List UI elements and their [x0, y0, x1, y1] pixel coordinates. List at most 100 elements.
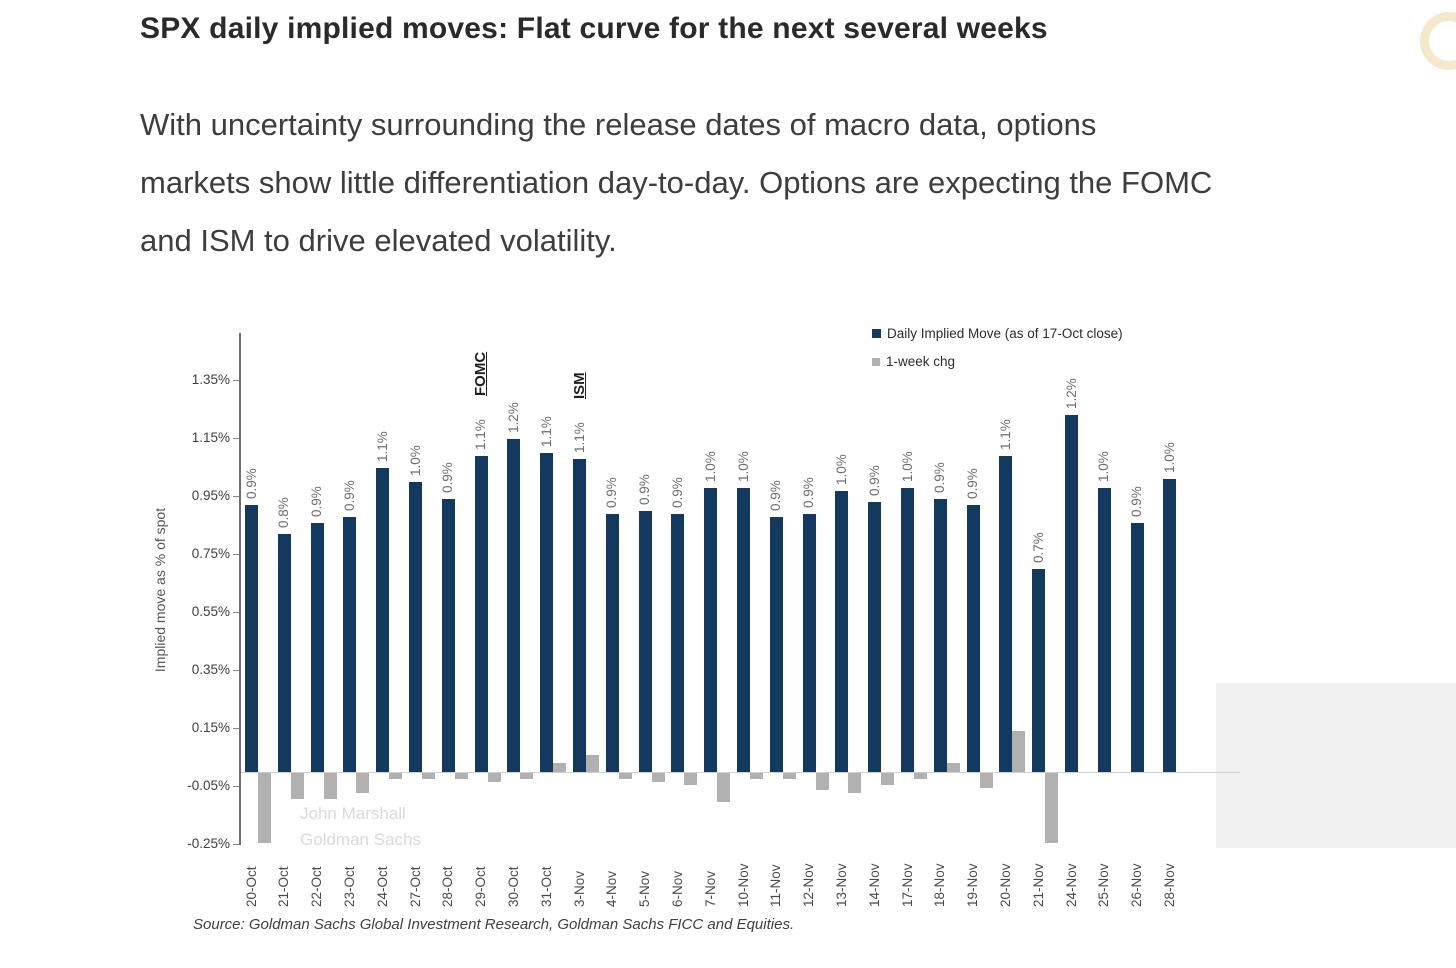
legend-swatch-gray: [872, 357, 880, 366]
x-tick-label: 30-Oct: [505, 866, 521, 907]
source-note: Source: Goldman Sachs Global Investment …: [193, 916, 795, 933]
bar-value-label: 1.1%: [374, 430, 390, 462]
x-tick-label: 23-Oct: [341, 866, 357, 907]
x-tick-label: 27-Oct: [407, 866, 423, 907]
x-tick-label: 11-Nov: [768, 864, 784, 907]
bar-value-label: 0.9%: [637, 474, 653, 505]
bar-1-week-chg: [946, 763, 960, 772]
legend-item-1-week-chg: 1-week chg: [872, 354, 1123, 369]
bar-value-label: 0.9%: [965, 468, 981, 500]
bar-1-week-chg: [618, 773, 632, 779]
x-tick-label: 6-Nov: [669, 870, 685, 907]
bar-daily-implied-move: [409, 482, 422, 772]
bar-daily-implied-move: [343, 516, 357, 772]
bar-1-week-chg: [782, 773, 796, 779]
bar-daily-implied-move: [802, 513, 816, 772]
bar-value-label: 0.9%: [309, 485, 325, 517]
bar-daily-implied-move: [245, 505, 258, 772]
bar-1-week-chg: [881, 773, 895, 785]
bar-value-label: 0.9%: [801, 477, 817, 508]
bar-1-week-chg: [389, 773, 403, 779]
annotation-ism-label: ISM: [570, 372, 588, 399]
bar-value-label: 1.0%: [1161, 442, 1177, 474]
x-tick-label: 25-Nov: [1096, 863, 1112, 907]
bar-1-week-chg: [454, 773, 468, 779]
bar-value-label: 1.2%: [505, 401, 521, 433]
bar-daily-implied-move: [1130, 522, 1144, 772]
bar-1-week-chg: [651, 773, 665, 782]
bar-value-label: 1.1%: [571, 422, 587, 453]
bar-1-week-chg: [258, 773, 271, 843]
bar-value-label: 1.0%: [702, 451, 718, 482]
bar-1-week-chg: [487, 773, 501, 782]
bar-daily-implied-move: [671, 513, 685, 772]
bar-daily-implied-move: [901, 487, 914, 772]
bar-value-label: 0.9%: [768, 480, 784, 511]
bar-daily-implied-move: [966, 505, 980, 772]
y-axis-tick: [233, 786, 241, 787]
y-tick-label: 0.55%: [191, 603, 230, 619]
bar-value-label: 0.9%: [1129, 485, 1145, 517]
watermark: John Marshall Goldman Sachs: [300, 801, 421, 853]
y-tick-label: -0.25%: [187, 835, 230, 851]
y-tick-label: 1.35%: [191, 371, 230, 387]
bar-daily-implied-move: [999, 455, 1013, 772]
bar-1-week-chg: [356, 773, 370, 794]
bar-1-week-chg: [586, 754, 599, 772]
annotation-fomc-label: FOMC: [472, 351, 490, 396]
x-tick-label: 7-Nov: [702, 870, 718, 907]
bar-daily-implied-move: [376, 467, 390, 772]
x-tick-label: 26-Nov: [1129, 863, 1145, 907]
bar-daily-implied-move: [868, 502, 882, 772]
x-tick-label: 28-Oct: [440, 866, 456, 907]
y-axis-tick: [233, 844, 241, 845]
y-axis-tick: [233, 670, 241, 671]
body-paragraph: With uncertainty surrounding the release…: [140, 96, 1420, 270]
gold-ring-icon: [1420, 12, 1456, 70]
legend-label: 1-week chg: [886, 354, 956, 369]
paragraph-line: With uncertainty surrounding the release…: [140, 107, 1097, 142]
paragraph-line: and ISM to drive elevated volatility.: [140, 223, 617, 258]
bar-daily-implied-move: [441, 499, 455, 772]
y-axis-tick: [233, 380, 241, 381]
x-tick-label: 22-Oct: [309, 866, 325, 907]
y-tick-label: 1.15%: [191, 429, 230, 445]
y-axis-tick: [233, 554, 241, 555]
bar-1-week-chg: [979, 773, 993, 788]
bar-value-label: 1.0%: [1096, 451, 1112, 482]
bar-value-label: 1.1%: [997, 419, 1013, 450]
bar-1-week-chg: [520, 773, 534, 779]
bar-daily-implied-move: [277, 534, 291, 772]
bar-daily-implied-move: [310, 522, 324, 772]
x-tick-label: 3-Nov: [571, 870, 587, 907]
x-tick-label: 21-Oct: [276, 866, 292, 907]
y-tick-label: 0.95%: [191, 487, 230, 503]
watermark-line: Goldman Sachs: [300, 830, 421, 849]
y-axis-tick: [233, 438, 241, 439]
bar-daily-implied-move: [573, 458, 586, 772]
bar-value-label: 0.9%: [932, 462, 948, 494]
bar-value-label: 1.0%: [833, 453, 849, 485]
x-tick-label: 19-Nov: [965, 863, 981, 907]
x-tick-label: 31-Oct: [538, 866, 554, 907]
y-axis-title: Implied move as % of spot: [152, 507, 168, 673]
bar-1-week-chg: [422, 773, 435, 779]
x-tick-label: 24-Nov: [1063, 863, 1079, 907]
bar-daily-implied-move: [704, 487, 718, 772]
y-tick-label: 0.35%: [191, 661, 230, 677]
bar-1-week-chg: [1045, 773, 1059, 843]
x-tick-label: 14-Nov: [866, 863, 882, 907]
bar-value-label: 0.9%: [243, 468, 259, 500]
x-tick-label: 20-Nov: [997, 863, 1013, 907]
bar-daily-implied-move: [1032, 569, 1046, 772]
page-title: SPX daily implied moves: Flat curve for …: [140, 12, 1048, 45]
y-axis-line: [239, 333, 241, 845]
y-axis-tick: [233, 496, 241, 497]
x-tick-label: 18-Nov: [932, 863, 948, 907]
bar-1-week-chg: [1012, 731, 1026, 772]
bar-value-label: 1.1%: [538, 416, 554, 447]
bar-1-week-chg: [848, 773, 862, 794]
bar-1-week-chg: [290, 773, 304, 800]
bar-daily-implied-move: [1065, 415, 1078, 772]
